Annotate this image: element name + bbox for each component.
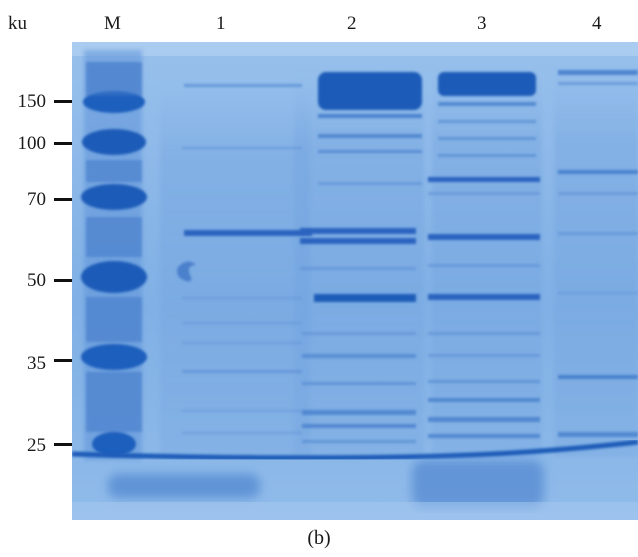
mw-label-50: 50 [27, 270, 46, 291]
mw-label-35: 35 [27, 353, 46, 374]
sds-page-gel-image [72, 42, 638, 520]
lane-1-bands [177, 84, 312, 434]
mw-tick-25 [54, 443, 72, 446]
lane-label-1: 1 [216, 13, 226, 34]
mw-tick-150 [54, 100, 72, 103]
mw-tick-50 [54, 279, 72, 282]
lane-3-bands [428, 72, 540, 438]
mw-tick-35 [54, 359, 72, 362]
mw-label-70: 70 [27, 189, 46, 210]
mw-tick-70 [54, 198, 72, 201]
marker-lane [81, 62, 147, 456]
lane-label-3: 3 [477, 13, 487, 34]
lane-label-2: 2 [347, 13, 357, 34]
mw-tick-100 [54, 142, 72, 145]
figure-caption: (b) [307, 527, 331, 549]
lane-label-4: 4 [592, 13, 602, 34]
mw-label-25: 25 [27, 435, 46, 456]
dye-front [72, 439, 638, 461]
lane-2-bands [300, 72, 422, 443]
mw-label-150: 150 [17, 91, 47, 112]
lane-4-bands [558, 70, 638, 437]
mw-label-100: 100 [17, 133, 47, 154]
lane-label-marker: M [104, 13, 121, 34]
unit-label: ku [8, 13, 27, 34]
